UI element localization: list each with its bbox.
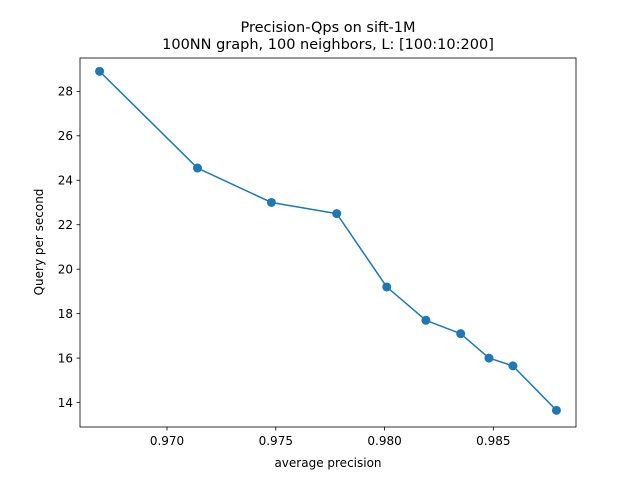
y-tick-label: 20 [58, 262, 73, 276]
data-point [456, 329, 466, 339]
series-line [99, 70, 557, 411]
plot-area [79, 57, 577, 428]
series-layer [95, 66, 561, 415]
y-axis-ticks: 14 16 18 20 22 24 26 28 [58, 85, 80, 410]
x-axis-label: average precision [274, 456, 381, 470]
x-tick-label: 0.980 [367, 434, 401, 448]
y-tick-label: 14 [58, 396, 73, 410]
data-point [551, 405, 561, 415]
y-tick-label: 26 [58, 129, 73, 143]
plot-background [80, 58, 576, 427]
y-tick-label: 24 [58, 174, 73, 188]
data-point [95, 66, 105, 76]
y-axis-label: Query per second [32, 189, 46, 296]
x-tick-label: 0.985 [476, 434, 510, 448]
data-point [332, 209, 342, 219]
data-point [382, 282, 392, 292]
plot-frame [79, 57, 577, 428]
x-tick-label: 0.975 [259, 434, 293, 448]
x-tick-label: 0.970 [150, 434, 184, 448]
data-point [266, 197, 276, 207]
x-axis-ticks: 0.970 0.975 0.980 0.985 [150, 427, 511, 448]
chart-subtitle: 100NN graph, 100 neighbors, L: [100:10:2… [162, 37, 494, 53]
y-tick-label: 18 [58, 307, 73, 321]
chart-title: Precision-Qps on sift-1M [241, 20, 416, 36]
data-point [484, 353, 494, 363]
data-point [421, 315, 431, 325]
y-tick-label: 22 [58, 218, 73, 232]
y-tick-label: 28 [58, 85, 73, 99]
data-point [192, 163, 202, 173]
y-tick-label: 16 [58, 351, 73, 365]
data-point [508, 361, 518, 371]
